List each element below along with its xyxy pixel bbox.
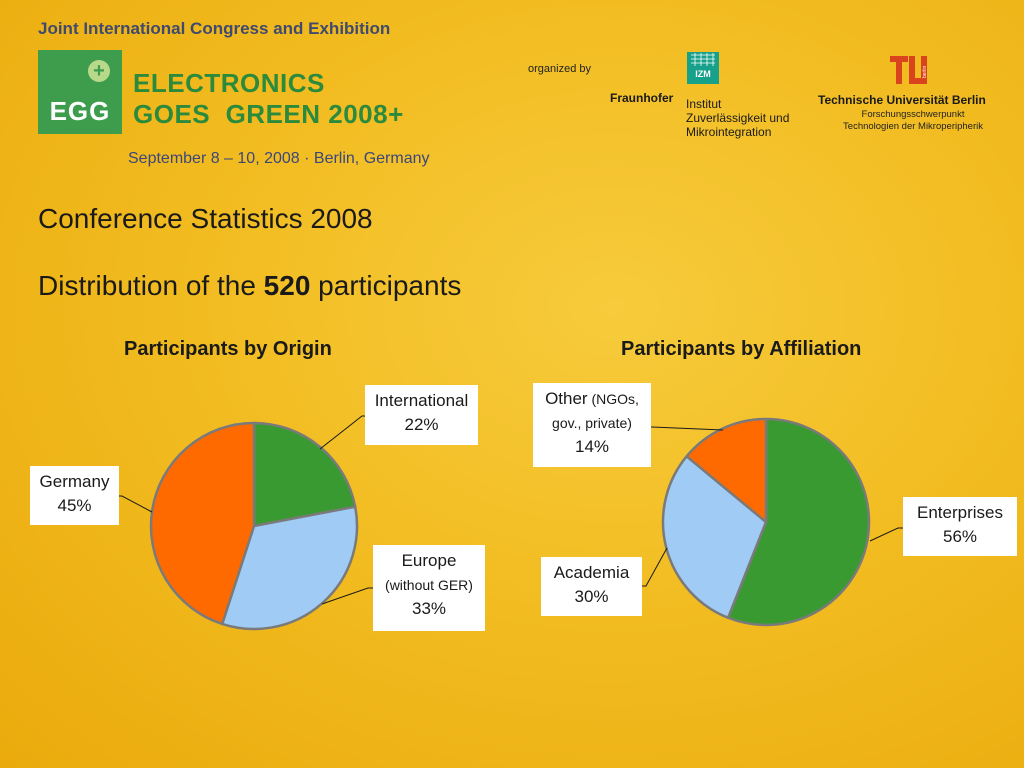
label-enterprises-value: 56% (942, 527, 978, 546)
label-europe-note: (without GER) (385, 577, 473, 593)
izm-grid-icon (691, 53, 715, 66)
fraunhofer-logo-text: Fraunhofer (610, 91, 674, 105)
page-subtitle: Distribution of the 520 participants (38, 270, 461, 302)
leader-other (648, 426, 724, 431)
izm-name: Institut Zuverlässigkeit und Mikrointegr… (686, 97, 789, 139)
egg-logo-text: EGG (49, 96, 111, 126)
leader-germany (118, 495, 153, 513)
label-germany-name: Germany (39, 472, 110, 491)
plus-icon: + (88, 60, 110, 82)
label-academia-value: 30% (574, 587, 609, 606)
izm-name-line3: Mikrointegration (686, 125, 772, 139)
subtitle-prefix: Distribution of the (38, 270, 264, 301)
subtitle-suffix: participants (310, 270, 462, 301)
label-international-value: 22% (404, 415, 439, 434)
label-europe: Europe (without GER) 33% (373, 545, 485, 631)
origin-slice-europe (220, 505, 359, 631)
affiliation-slice-enterprises (726, 417, 871, 627)
leader-international (319, 415, 366, 450)
tu-berlin-logo-icon: berlin (890, 56, 928, 84)
leader-enterprises (869, 527, 904, 542)
affiliation-slice-academia (661, 455, 768, 620)
chart-affiliation-title: Participants by Affiliation (621, 338, 862, 360)
label-academia-name: Academia (553, 563, 630, 582)
tu-sub-line1: Forschungsschwerpunkt (861, 109, 965, 120)
label-enterprises: Enterprises 56% (903, 497, 1017, 556)
origin-slice-international (252, 421, 357, 528)
izm-name-line2: Zuverlässigkeit und (686, 111, 790, 125)
event-date: September 8 – 10, 2008 · Berlin, Germany (128, 150, 430, 167)
pie-origin (149, 421, 359, 631)
tu-berlin-subtitle: Forschungsschwerpunkt Technologien der M… (818, 109, 1008, 133)
affiliation-slice-other (685, 417, 768, 524)
izm-logo-text: IZM (695, 69, 711, 79)
leader-europe (321, 587, 374, 605)
organized-by-label: organized by (528, 63, 591, 75)
participant-count: 520 (263, 270, 311, 301)
egg-logo: + EGG (38, 50, 122, 134)
label-other-name: Other (545, 389, 588, 408)
event-name-line1: ELECTRONICS (133, 68, 325, 98)
leader-lines (118, 415, 904, 605)
leader-academia (641, 547, 668, 587)
label-germany: Germany 45% (30, 466, 119, 525)
label-other-value: 14% (574, 437, 610, 456)
label-other: Other (NGOs, gov., private) 14% (533, 383, 651, 467)
origin-slice-germany (149, 421, 256, 626)
tu-badge-text: berlin (922, 66, 928, 78)
label-other-note2: gov., private) (552, 415, 632, 431)
label-international: International 22% (365, 385, 478, 445)
page-title: Conference Statistics 2008 (38, 203, 373, 234)
tu-sub-line2: Technologien der Mikroperipherik (843, 121, 983, 132)
label-europe-value: 33% (411, 599, 447, 618)
label-academia: Academia 30% (541, 557, 642, 616)
label-europe-name: Europe (401, 551, 457, 570)
izm-logo: IZM (687, 52, 719, 84)
pie-affiliation (661, 417, 871, 627)
chart-origin-title: Participants by Origin (124, 338, 332, 360)
congress-title: Joint International Congress and Exhibit… (38, 19, 391, 38)
label-enterprises-name: Enterprises (917, 503, 1003, 522)
label-other-note1: (NGOs, (587, 391, 639, 407)
izm-name-line1: Institut (686, 97, 722, 111)
label-international-name: International (374, 391, 469, 410)
tu-berlin-name: Technische Universität Berlin (818, 93, 986, 107)
event-name-line2: GOES GREEN 2008+ (133, 99, 404, 129)
label-germany-value: 45% (57, 496, 92, 515)
